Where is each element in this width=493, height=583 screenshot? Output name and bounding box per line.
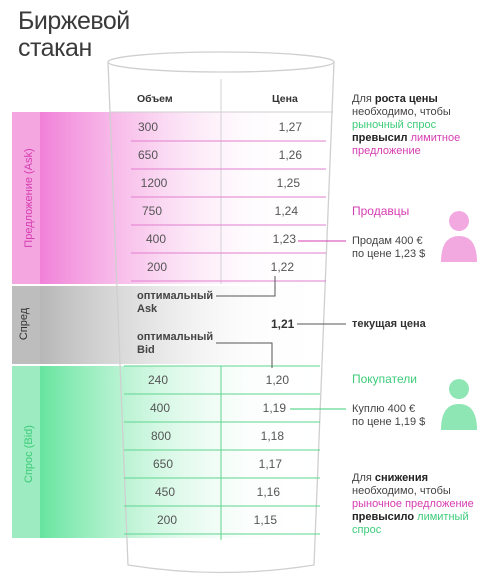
bid-price: 1,19 <box>262 401 286 415</box>
ask-side-label: Предложение (Ask) <box>23 148 35 248</box>
ask-side-bar <box>12 112 40 284</box>
optimal-bid-label: оптимальный Bid <box>137 331 214 356</box>
ask-price: 1,24 <box>274 204 298 218</box>
current-price-label: текущая цена <box>352 318 426 330</box>
sell-order-note: Продам 400 € по цене 1,23 $ <box>352 235 426 260</box>
bid-volume: 450 <box>154 485 176 499</box>
glass-body <box>107 61 335 574</box>
bid-volume: 240 <box>147 373 169 387</box>
glass-rim <box>107 51 335 73</box>
ask-volume: 750 <box>141 204 163 218</box>
bid-volume: 200 <box>156 513 178 527</box>
bid-price: 1,18 <box>260 429 284 443</box>
ask-volume: 400 <box>145 232 167 246</box>
volume-header: Объем <box>137 93 173 105</box>
spread-band <box>40 286 340 364</box>
optimal-ask-label: оптимальный Ask <box>137 290 214 315</box>
bid-volume: 400 <box>149 401 171 415</box>
price-header: Цена <box>272 93 298 105</box>
bid-price: 1,20 <box>265 373 289 387</box>
bid-volume: 650 <box>152 457 174 471</box>
ask-price: 1,26 <box>278 148 302 162</box>
bid-volume: 800 <box>150 429 172 443</box>
ask-volume: 1200 <box>140 176 168 190</box>
bid-side-bar <box>12 366 40 538</box>
ask-price: 1,23 <box>272 232 296 246</box>
seller-person-icon <box>441 211 477 262</box>
ask-price: 1,25 <box>276 176 300 190</box>
bid-side-label: Спрос (Bid) <box>23 425 35 483</box>
page-title: Биржевой стакан <box>18 7 130 62</box>
optimal-bid-connector <box>216 342 273 368</box>
bid-price: 1,15 <box>253 513 277 527</box>
ask-band <box>40 112 340 284</box>
sellers-label: Продавцы <box>352 204 410 218</box>
buyers-label: Покупатели <box>352 372 417 386</box>
current-price-value: 1,21 <box>271 317 295 331</box>
buyer-person-icon <box>441 379 477 430</box>
bid-price: 1,16 <box>256 485 280 499</box>
bid-price: 1,17 <box>258 457 282 471</box>
optimal-ask-connector <box>216 276 276 297</box>
ask-price: 1,22 <box>270 260 294 274</box>
bid-band <box>40 366 340 538</box>
ask-price: 1,27 <box>278 120 302 134</box>
price-fall-note: Для снижения необходимо, чтобы рыночное … <box>352 472 474 536</box>
price-rise-note: Для роста цены необходимо, чтобы рыночны… <box>352 93 461 157</box>
ask-volume: 300 <box>137 120 159 134</box>
spread-side-bar <box>12 286 40 364</box>
buy-order-note: Куплю 400 € по цене 1,19 $ <box>352 403 426 428</box>
ask-volume: 650 <box>137 148 159 162</box>
ask-volume: 200 <box>146 260 168 274</box>
spread-side-label: Спред <box>18 307 30 341</box>
